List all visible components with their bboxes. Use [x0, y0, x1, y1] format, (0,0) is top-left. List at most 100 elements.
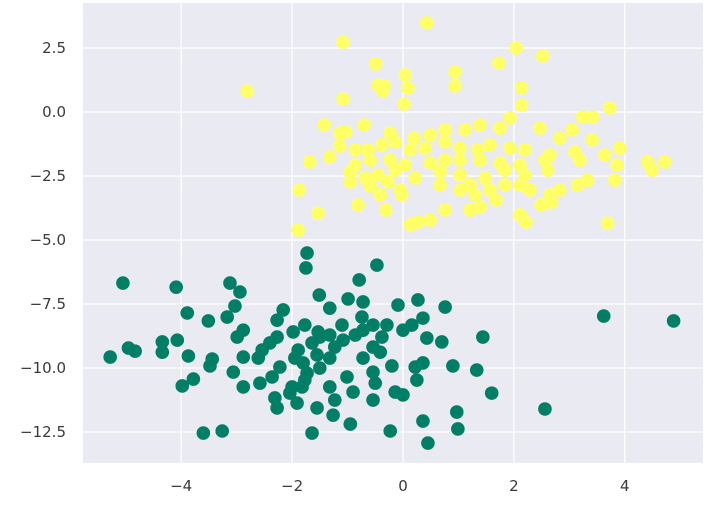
data-point-series-0: [423, 128, 437, 142]
data-point-series-0: [543, 188, 557, 202]
data-point-series-0: [613, 141, 627, 155]
data-point-series-1: [236, 350, 251, 364]
data-point-series-1: [469, 363, 484, 377]
data-point-series-1: [538, 402, 552, 416]
data-point-series-0: [540, 163, 555, 177]
data-point-series-1: [155, 345, 170, 359]
data-point-series-1: [391, 298, 405, 312]
data-point-series-0: [438, 203, 452, 217]
data-point-series-1: [322, 351, 337, 365]
data-point-series-1: [312, 288, 327, 302]
data-point-series-0: [339, 125, 353, 139]
data-point-series-0: [351, 198, 365, 212]
data-point-series-1: [366, 340, 380, 354]
data-point-series-1: [251, 351, 266, 365]
data-point-series-1: [449, 405, 464, 419]
data-point-series-0: [369, 57, 383, 71]
data-point-series-0: [378, 203, 393, 217]
data-point-series-0: [348, 143, 363, 157]
data-point-series-0: [438, 123, 452, 137]
data-point-series-1: [300, 246, 314, 260]
data-point-series-1: [416, 414, 430, 428]
data-point-series-0: [317, 118, 332, 132]
data-point-series-1: [169, 280, 183, 294]
data-point-series-1: [312, 330, 327, 344]
data-point-series-0: [363, 179, 378, 193]
data-point-series-1: [103, 350, 117, 364]
data-point-series-0: [573, 153, 587, 167]
data-point-series-1: [276, 303, 290, 317]
data-point-series-1: [305, 426, 319, 440]
data-point-series-0: [565, 123, 579, 137]
y-tick-label: 2.5: [42, 39, 66, 57]
data-point-series-1: [368, 376, 383, 390]
data-point-series-0: [448, 79, 462, 93]
data-point-series-1: [310, 401, 324, 415]
data-point-series-0: [388, 163, 403, 177]
data-point-series-1: [346, 385, 360, 399]
data-point-series-0: [598, 148, 612, 162]
data-point-series-0: [411, 215, 425, 229]
data-point-series-1: [326, 408, 340, 422]
data-point-series-0: [493, 121, 507, 135]
data-point-series-1: [410, 373, 424, 387]
data-point-series-1: [366, 318, 380, 332]
data-point-series-0: [513, 178, 527, 192]
data-point-series-0: [580, 173, 595, 187]
data-point-series-0: [291, 223, 305, 237]
data-point-series-1: [286, 325, 300, 339]
data-point-series-1: [253, 376, 267, 390]
data-point-series-0: [363, 153, 378, 167]
data-point-series-0: [407, 131, 421, 145]
data-point-series-1: [180, 306, 195, 320]
y-tick-label: −12.5: [20, 423, 66, 441]
data-point-series-0: [336, 35, 350, 49]
data-point-series-1: [201, 314, 216, 328]
data-point-series-0: [498, 178, 512, 192]
data-point-series-0: [473, 153, 487, 167]
data-point-series-1: [186, 372, 201, 386]
data-point-series-1: [285, 380, 299, 394]
data-point-series-1: [299, 261, 313, 275]
data-point-series-0: [376, 84, 390, 98]
data-point-series-0: [503, 141, 517, 155]
data-point-series-1: [327, 393, 342, 407]
data-point-series-1: [203, 359, 217, 373]
data-point-series-0: [553, 131, 567, 145]
data-point-series-1: [446, 359, 460, 373]
y-tick-label: 0.0: [42, 103, 66, 121]
data-point-series-0: [401, 81, 415, 95]
data-point-series-0: [343, 165, 358, 179]
data-point-series-0: [311, 206, 325, 220]
data-point-series-1: [296, 356, 310, 370]
data-point-series-1: [356, 351, 370, 365]
data-point-series-1: [270, 401, 284, 415]
data-point-series-1: [370, 258, 384, 272]
data-point-series-1: [383, 424, 398, 438]
data-point-series-1: [223, 276, 237, 290]
data-point-series-0: [388, 135, 403, 149]
data-point-series-1: [411, 293, 425, 307]
data-point-series-0: [453, 141, 467, 155]
data-point-series-0: [332, 139, 347, 153]
data-point-series-0: [483, 183, 497, 197]
data-point-series-1: [175, 379, 190, 393]
data-point-series-0: [471, 143, 485, 157]
data-point-series-0: [403, 143, 417, 157]
data-point-series-1: [476, 330, 490, 344]
data-point-series-1: [336, 333, 350, 347]
x-tick-label: −4: [170, 477, 192, 495]
data-point-series-0: [397, 97, 411, 111]
data-point-series-0: [381, 175, 395, 189]
data-point-series-1: [128, 344, 142, 358]
data-point-series-1: [396, 388, 410, 402]
data-point-series-0: [608, 173, 622, 187]
data-point-series-1: [405, 318, 419, 332]
data-point-series-1: [215, 424, 229, 438]
data-point-series-0: [603, 101, 617, 115]
data-point-series-1: [295, 380, 309, 394]
y-tick-label: −7.5: [30, 295, 66, 313]
data-point-series-1: [228, 299, 242, 313]
data-point-series-1: [155, 335, 170, 349]
data-point-series-1: [343, 417, 358, 431]
